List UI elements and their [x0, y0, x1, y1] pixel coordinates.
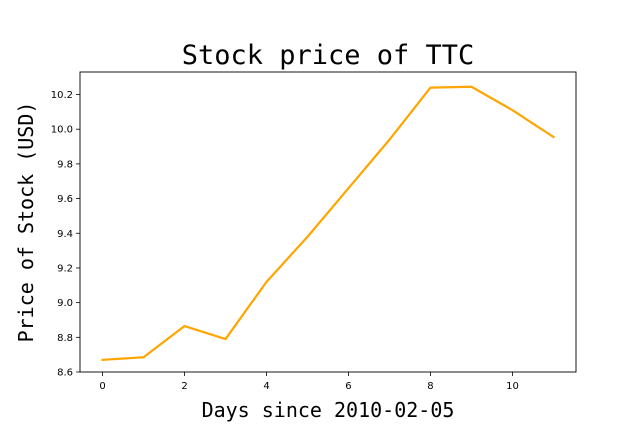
plot-frame — [79, 71, 577, 373]
y-tick-label-8-6: 8.6 — [57, 368, 73, 379]
x-tick-label-6: 6 — [345, 381, 351, 392]
y-tick-label-9: 9.0 — [57, 298, 73, 309]
y-axis-label: Price of Stock (USD) — [14, 102, 38, 343]
chart-title: Stock price of TTC — [182, 40, 475, 71]
x-tick-label-4: 4 — [263, 381, 269, 392]
y-tick-label-10: 10.0 — [51, 125, 73, 136]
series-line-0 — [101, 85, 555, 362]
y-tick-label-8-8: 8.8 — [57, 333, 73, 344]
plot-area: 0 2 4 6 8 10 8.6 8.8 9.0 9.2 9.4 9.6 9.8 10.0 10.2 — [51, 71, 577, 392]
y-tick-label-9-4: 9.4 — [57, 229, 73, 240]
x-tick-label-2: 2 — [181, 381, 187, 392]
y-tick-label-9-8: 9.8 — [57, 159, 73, 170]
x-axis-label: Days since 2010-02-05 — [202, 398, 455, 422]
y-tick-label-9-6: 9.6 — [57, 194, 73, 205]
y-tick-label-9-2: 9.2 — [57, 263, 73, 274]
x-tick-label-10: 10 — [506, 381, 519, 392]
y-tick-label-10-2: 10.2 — [51, 90, 73, 101]
x-tick-label-0: 0 — [99, 381, 105, 392]
x-tick-label-8: 8 — [427, 381, 433, 392]
